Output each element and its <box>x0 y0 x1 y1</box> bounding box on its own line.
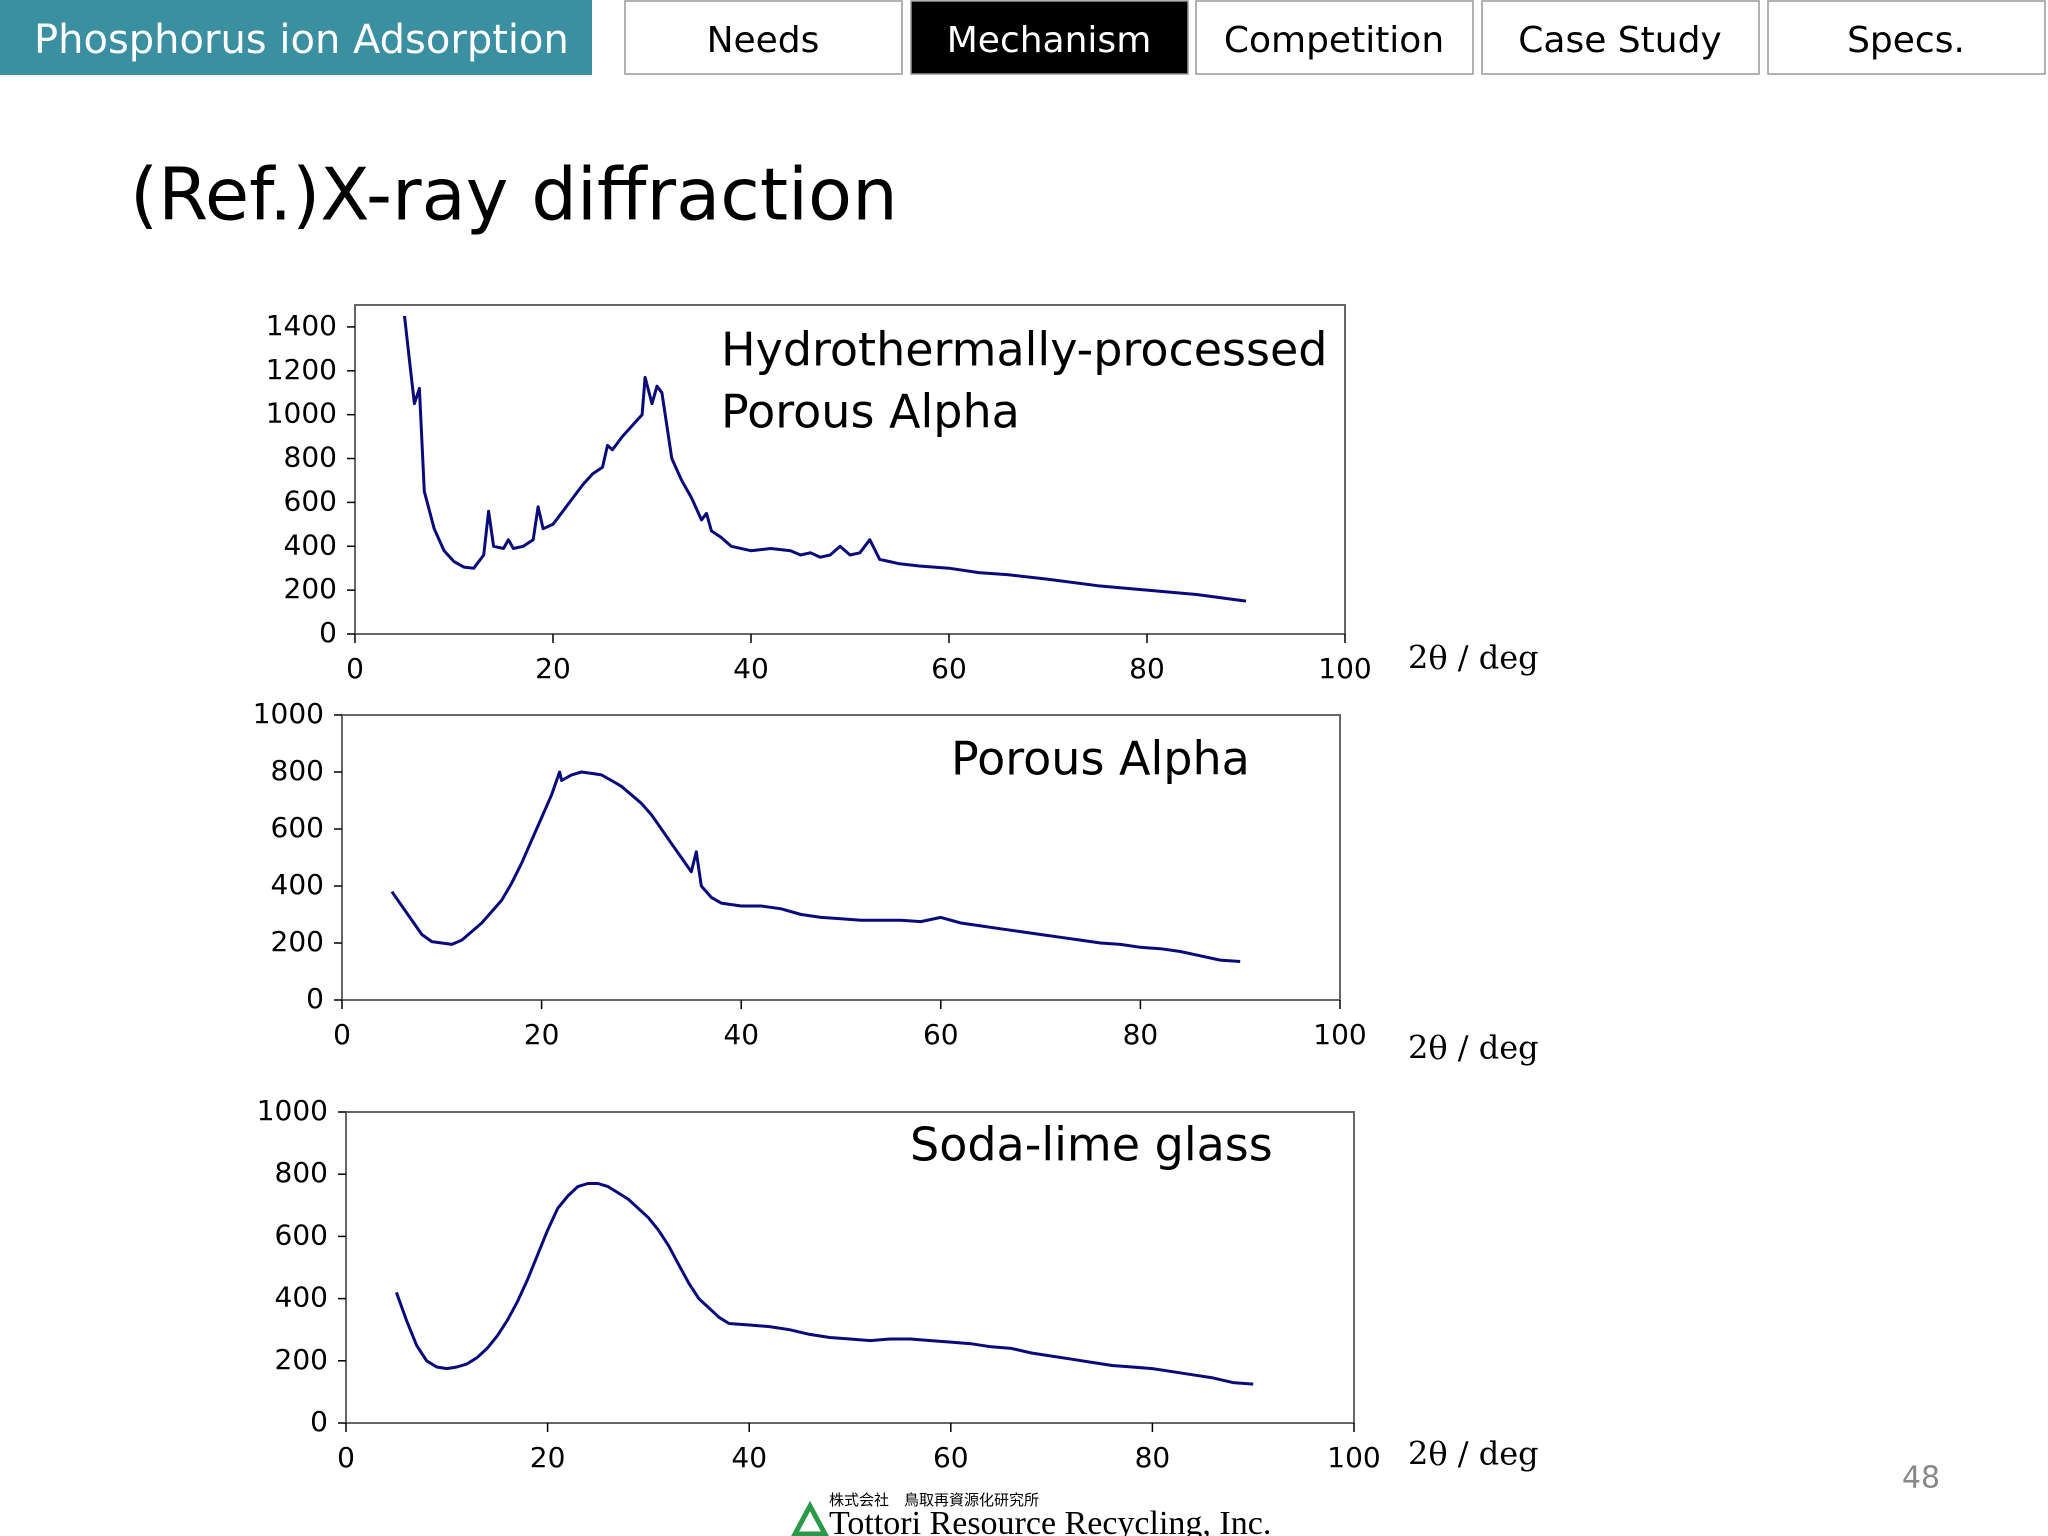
nav-label[interactable]: Case Study <box>1518 20 1721 61</box>
chart-title: Porous Alpha <box>721 385 1020 439</box>
xrd-line <box>403 315 1247 603</box>
x-tick-label: 20 <box>524 1018 560 1051</box>
nav-label[interactable]: Mechanism <box>947 20 1152 61</box>
y-tick-label: 200 <box>271 925 324 958</box>
plot-frame <box>341 714 1341 1001</box>
xrd-line <box>390 770 1241 963</box>
nav: Needs Mechanism Competition Case Study Specs… <box>624 0 2046 75</box>
nav-label[interactable]: Specs. <box>1847 20 1965 61</box>
y-tick-label: 400 <box>284 528 337 561</box>
y-tick-label: 600 <box>284 484 337 517</box>
header-tab: Phosphorus ion Adsorption <box>34 17 569 63</box>
x-tick-label: 0 <box>346 652 364 685</box>
y-tick-label: 400 <box>275 1281 328 1314</box>
nav-tab[interactable] <box>1481 0 1760 75</box>
plot-frame <box>354 304 1346 635</box>
y-tick-label: 800 <box>284 441 337 474</box>
x-tick-label: 0 <box>337 1441 355 1474</box>
y-tick-label: 1400 <box>266 309 337 342</box>
slide-title: (Ref.)X-ray diffraction <box>130 153 898 237</box>
x-tick-label: 60 <box>923 1018 959 1051</box>
x-tick-label: 100 <box>1313 1018 1366 1051</box>
nav-tab[interactable] <box>1767 0 2046 75</box>
x-tick-label: 20 <box>535 652 571 685</box>
x-tick-label: 60 <box>931 652 967 685</box>
x-tick-label: 60 <box>933 1441 969 1474</box>
nav-tab[interactable] <box>624 0 903 75</box>
x-tick-label: 0 <box>333 1018 351 1051</box>
x-tick-label: 80 <box>1123 1018 1159 1051</box>
x-tick-label: 80 <box>1129 652 1165 685</box>
y-tick-label: 800 <box>275 1156 328 1189</box>
y-tick-label: 800 <box>271 754 324 787</box>
x-tick-label: 40 <box>733 652 769 685</box>
x-tick-label: 80 <box>1135 1441 1171 1474</box>
y-tick-label: 600 <box>275 1218 328 1251</box>
x-tick-label: 20 <box>530 1441 566 1474</box>
y-tick-label: 0 <box>306 982 324 1015</box>
plot-frame <box>345 1111 1355 1424</box>
x-axis-label: 2θ / deg <box>1408 639 1539 677</box>
y-tick-label: 400 <box>271 868 324 901</box>
y-tick-label: 1000 <box>253 697 324 730</box>
y-tick-label: 0 <box>310 1405 328 1438</box>
y-tick-label: 1000 <box>266 397 337 430</box>
x-axis-label: 2θ / deg <box>1408 1435 1539 1473</box>
nav-tab[interactable] <box>1195 0 1474 75</box>
x-tick-label: 40 <box>731 1441 767 1474</box>
nav-label[interactable]: Needs <box>707 20 820 61</box>
x-tick-label: 100 <box>1318 652 1371 685</box>
chart-title: Soda-lime glass <box>910 1118 1273 1172</box>
x-tick-label: 100 <box>1327 1441 1380 1474</box>
xrd-line <box>394 1182 1254 1386</box>
logo-mark <box>791 1500 829 1536</box>
header-tab-bg <box>0 0 592 75</box>
nav-tab[interactable] <box>910 0 1189 75</box>
y-tick-label: 1000 <box>257 1094 328 1127</box>
chart-title: Porous Alpha <box>951 732 1250 786</box>
company-jp: 株式会社 鳥取再資源化研究所 <box>829 1491 1039 1509</box>
chart-title: Hydrothermally-processed <box>721 323 1328 377</box>
page-number: 48 <box>1902 1461 1940 1496</box>
logo: 株式会社 鳥取再資源化研究所 Tottori Resource Recyclin… <box>791 1491 1271 1536</box>
y-tick-label: 0 <box>319 616 337 649</box>
y-tick-label: 200 <box>275 1343 328 1376</box>
nav-label[interactable]: Competition <box>1224 20 1444 61</box>
company-en: Tottori Resource Recycling, Inc. <box>829 1505 1271 1536</box>
y-tick-label: 1200 <box>266 353 337 386</box>
x-axis-label: 2θ / deg <box>1408 1029 1539 1067</box>
y-tick-label: 200 <box>284 572 337 605</box>
x-tick-label: 40 <box>723 1018 759 1051</box>
y-tick-label: 600 <box>271 811 324 844</box>
